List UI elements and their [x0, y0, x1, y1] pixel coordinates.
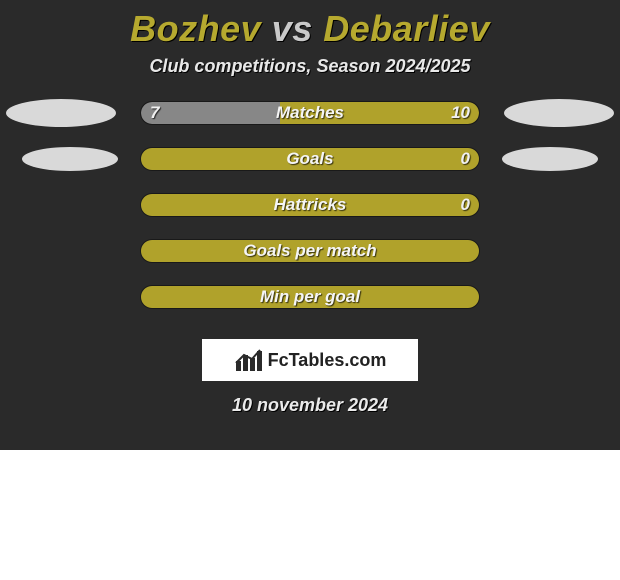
bar-right: [280, 102, 479, 124]
bar-track: [140, 193, 480, 217]
stat-rows: Matches710Goals0Hattricks0Goals per matc…: [0, 101, 620, 331]
bar-track: [140, 147, 480, 171]
bar-left: [141, 102, 280, 124]
bar-full: [141, 194, 479, 216]
player2-oval: [504, 99, 614, 127]
title: Bozhev vs Debarliev: [0, 8, 620, 50]
comparison-card: Bozhev vs Debarliev Club competitions, S…: [0, 0, 620, 450]
value-right: 0: [461, 193, 470, 217]
player1-oval: [22, 147, 118, 171]
bar-track: [140, 285, 480, 309]
stat-row: Goals per match: [0, 239, 620, 285]
chart-icon: [234, 347, 262, 373]
bar-full: [141, 240, 479, 262]
value-left: 7: [150, 101, 159, 125]
subtitle: Club competitions, Season 2024/2025: [0, 56, 620, 77]
stat-row: Hattricks0: [0, 193, 620, 239]
bar-full: [141, 286, 479, 308]
value-right: 0: [461, 147, 470, 171]
stat-row: Goals0: [0, 147, 620, 193]
title-vs: vs: [272, 8, 313, 49]
value-right: 10: [451, 101, 470, 125]
logo-text: FcTables.com: [268, 350, 387, 371]
logo-box: FcTables.com: [202, 339, 418, 381]
date: 10 november 2024: [0, 395, 620, 416]
title-player1: Bozhev: [130, 8, 261, 49]
player2-oval: [502, 147, 598, 171]
player1-oval: [6, 99, 116, 127]
stat-row: Min per goal: [0, 285, 620, 331]
stat-row: Matches710: [0, 101, 620, 147]
bar-track: [140, 101, 480, 125]
bar-full: [141, 148, 479, 170]
title-player2: Debarliev: [323, 8, 490, 49]
bar-track: [140, 239, 480, 263]
